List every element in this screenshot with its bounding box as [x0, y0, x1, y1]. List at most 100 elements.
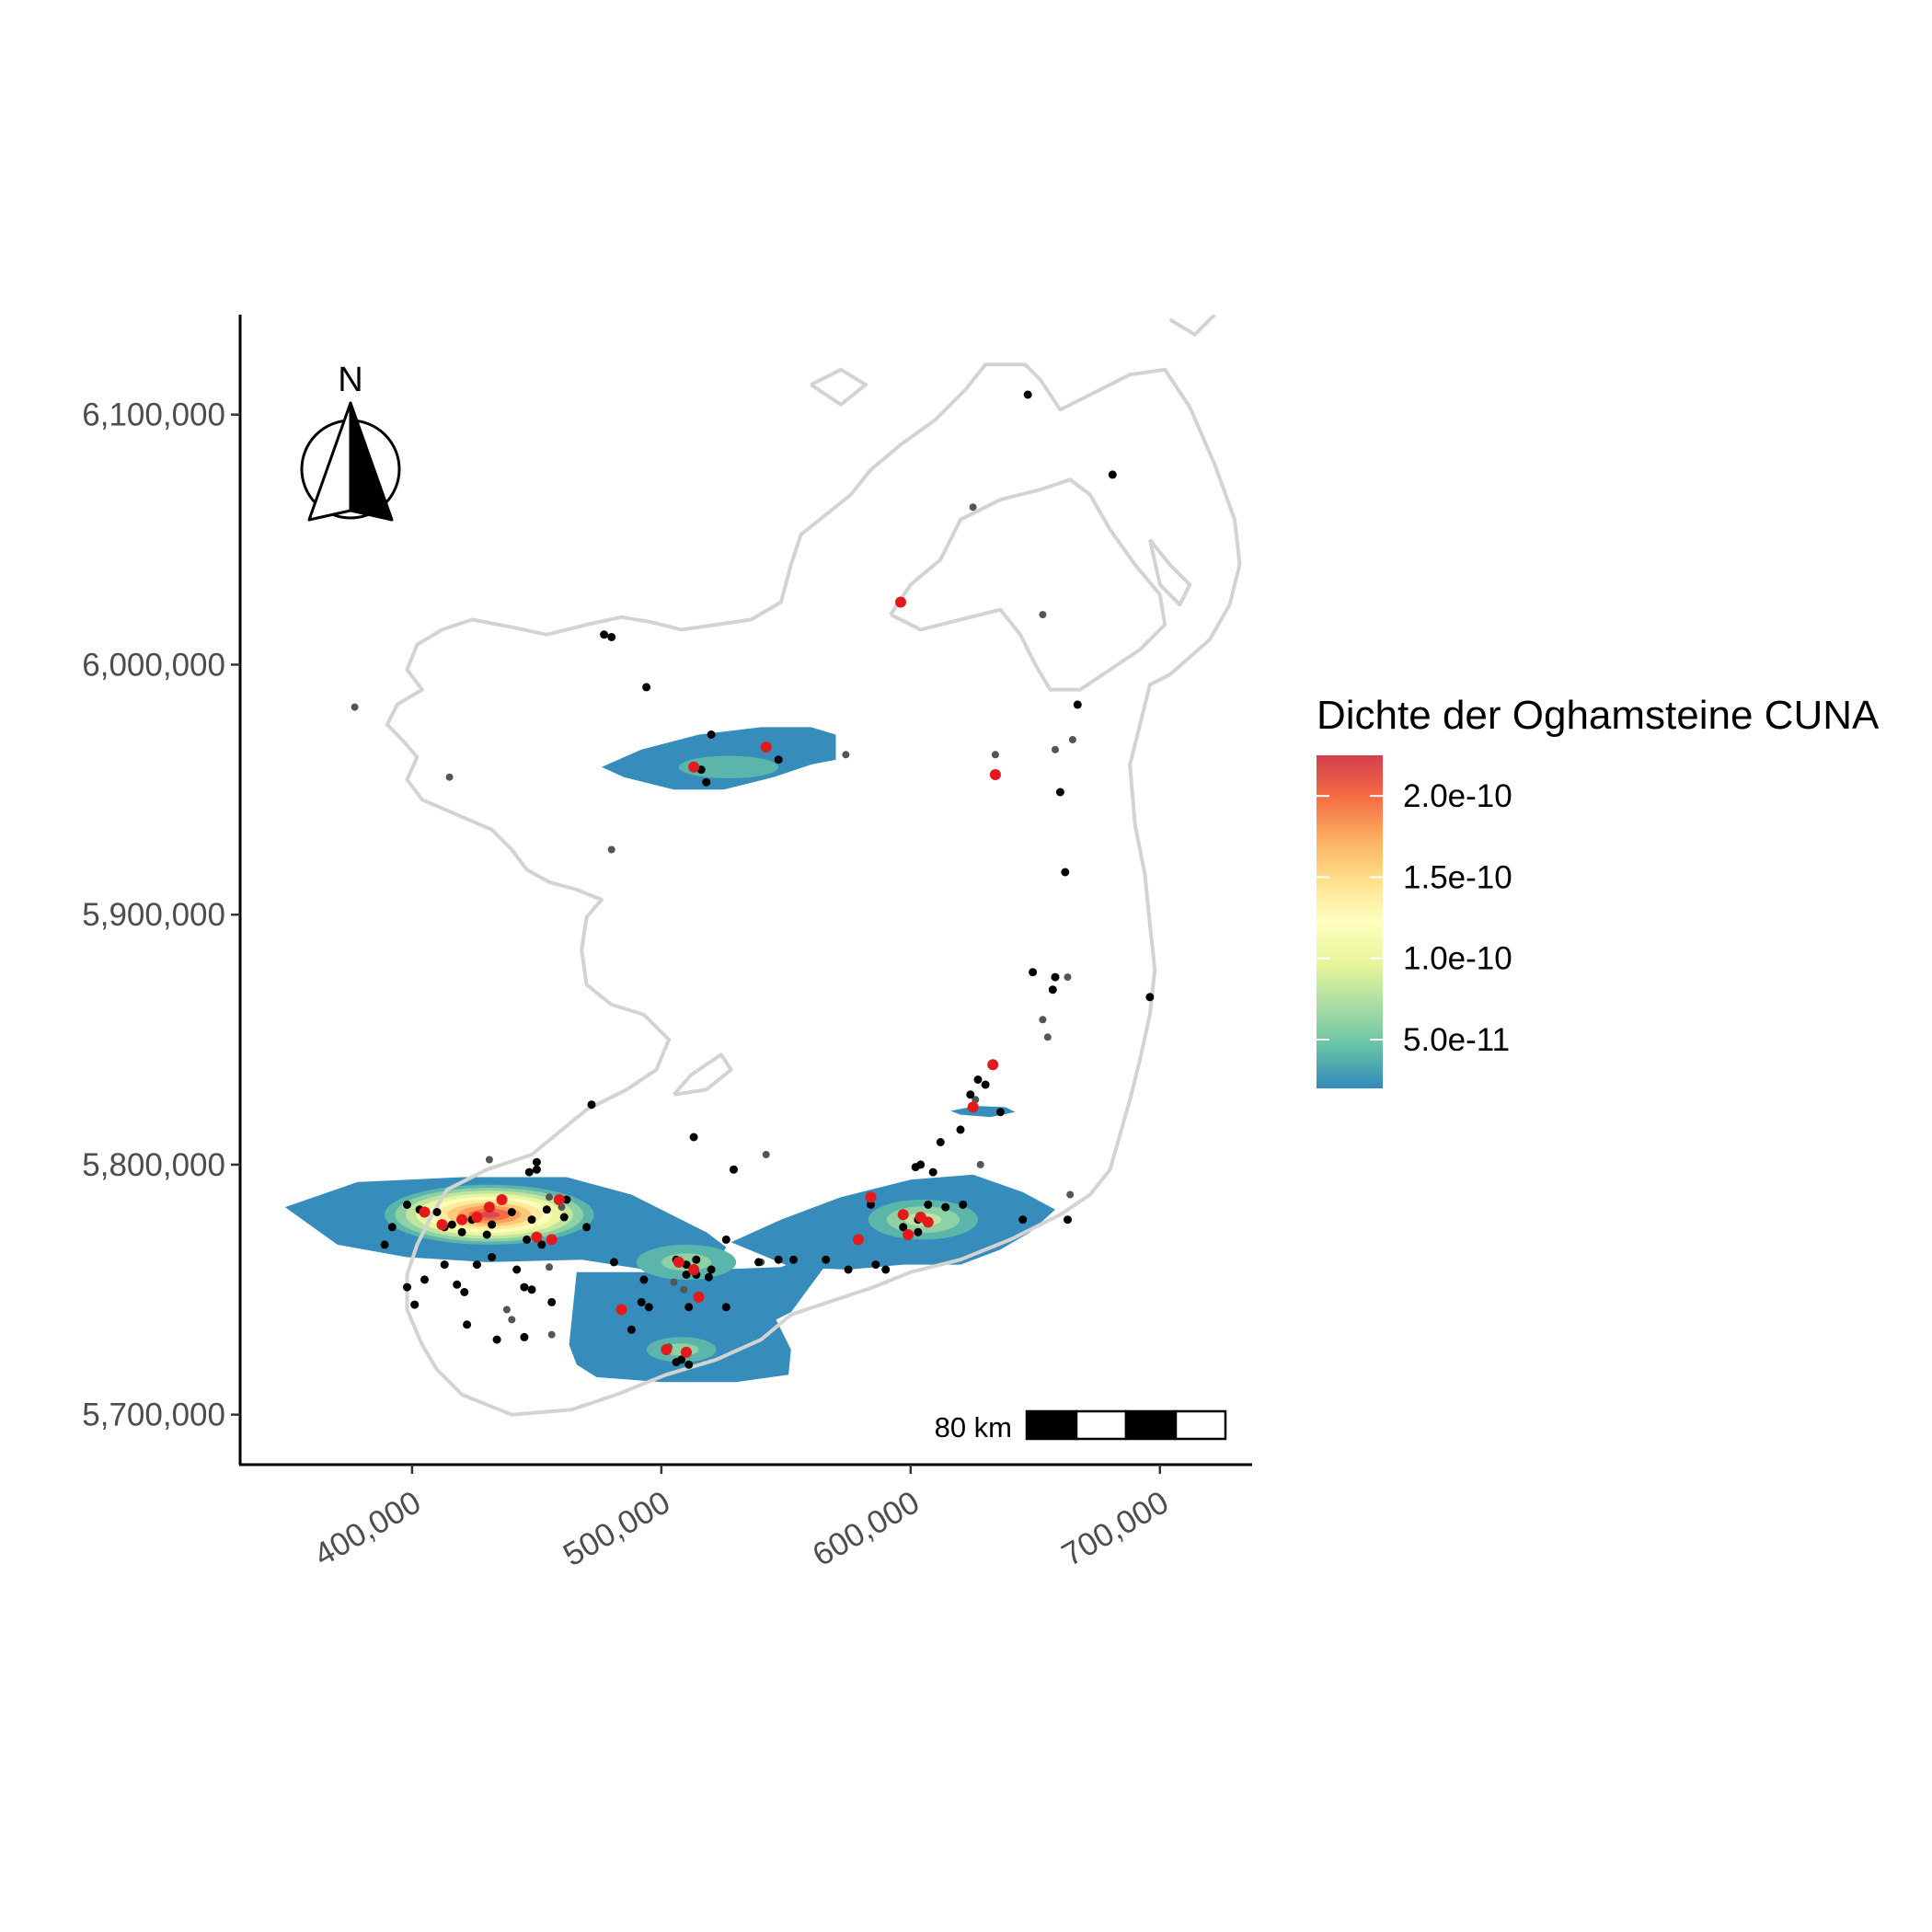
stone-point-black: [684, 1360, 694, 1369]
stone-point-black: [941, 1202, 950, 1212]
stone-point-black: [542, 1205, 551, 1214]
density-zone-south: [569, 1244, 841, 1383]
stone-point-grey: [1068, 736, 1076, 743]
stone-point-black: [966, 1090, 975, 1099]
stone-point-black: [995, 1108, 1005, 1117]
stone-point-black: [644, 1303, 653, 1312]
stone-point-grey: [546, 1193, 553, 1202]
stone-point-black: [1073, 700, 1082, 709]
stone-point-black: [520, 1332, 529, 1341]
stone-point-black: [507, 1208, 516, 1216]
stone-point-black: [928, 1167, 937, 1177]
y-tick-label: 5,900,000: [82, 897, 225, 933]
coastline-layer: [385, 315, 1242, 1417]
stone-point-black: [512, 1265, 522, 1274]
legend-colorbar: [1317, 755, 1383, 1088]
stone-point-black: [981, 1080, 990, 1089]
stone-point-black: [403, 1200, 411, 1209]
stone-point-black: [1064, 1215, 1072, 1225]
stone-point-red: [553, 1194, 565, 1205]
stone-point-black: [524, 1167, 534, 1177]
stone-point-black: [721, 1303, 730, 1312]
stone-point-black: [492, 1335, 501, 1344]
x-tick-label: 600,000: [807, 1484, 926, 1573]
stone-point-red: [661, 1344, 673, 1355]
scale-bar-segment-2: [1075, 1409, 1128, 1441]
stone-point-black: [707, 730, 716, 739]
stone-point-black: [789, 1255, 798, 1264]
stone-point-red: [922, 1216, 934, 1228]
stone-point-black: [537, 1240, 546, 1249]
stone-point-grey: [1043, 1033, 1052, 1041]
stone-point-black: [547, 1297, 557, 1306]
stone-point-red: [673, 1256, 684, 1268]
coastline-outline: [1147, 538, 1192, 607]
stone-point-black: [899, 1223, 908, 1232]
stone-point-black: [916, 1160, 926, 1169]
legend-tick-label: 2.0e-10: [1403, 778, 1512, 814]
coastline-outline: [385, 362, 1242, 1417]
stone-point-black: [730, 1165, 738, 1174]
stone-point-black: [527, 1285, 536, 1294]
y-tick-label: 6,100,000: [82, 397, 225, 433]
stone-point-grey: [1066, 1190, 1075, 1199]
stone-point-black: [520, 1282, 529, 1292]
stone-point-red: [436, 1219, 448, 1231]
stone-point-grey: [670, 1278, 678, 1286]
y-tick-label: 6,000,000: [82, 647, 225, 683]
stone-point-black: [844, 1265, 853, 1274]
stone-point-red: [496, 1194, 508, 1205]
stone-point-grey: [762, 1151, 770, 1158]
stone-point-grey: [558, 1203, 566, 1212]
stone-point-black: [1029, 968, 1038, 977]
stone-point-black: [707, 1265, 716, 1274]
density-zone-east: [950, 1106, 1016, 1118]
ogham-stone-points: [351, 390, 1155, 1369]
stone-point-red: [615, 1304, 627, 1316]
stone-point-black: [689, 1133, 698, 1142]
stone-point-black: [822, 1255, 831, 1264]
stone-point-grey: [546, 1263, 553, 1271]
north-arrow: N: [300, 361, 401, 522]
stone-point-black: [420, 1275, 429, 1284]
stone-point-red: [531, 1231, 543, 1243]
stone-point-black: [721, 1235, 730, 1244]
stone-point-grey: [969, 503, 977, 512]
stone-point-black: [453, 1280, 462, 1289]
stone-point-black: [1051, 972, 1060, 982]
stone-point-black: [871, 1260, 880, 1270]
stone-point-grey: [445, 773, 454, 781]
stone-point-black: [440, 1260, 449, 1270]
stone-point-black: [1023, 390, 1032, 399]
stone-point-grey: [972, 1096, 980, 1104]
stone-point-black: [488, 1253, 497, 1261]
stone-point-red: [456, 1213, 468, 1225]
scale-bar-segment-1: [1025, 1409, 1078, 1441]
map-panel: [284, 315, 1242, 1417]
x-tick-label: 700,000: [1056, 1484, 1175, 1573]
stone-point-black: [582, 1223, 592, 1232]
stone-point-red: [989, 769, 1001, 780]
stone-point-grey: [1064, 973, 1072, 982]
coastline-outline: [810, 367, 868, 407]
stone-point-black: [627, 1325, 636, 1334]
north-arrow-left-half: [307, 401, 352, 522]
stone-point-black: [463, 1320, 472, 1329]
stone-point-black: [959, 1200, 968, 1209]
scale-bar: 80 km: [935, 1409, 1227, 1443]
north-arrow-label: N: [338, 361, 362, 399]
stone-point-black: [600, 630, 609, 639]
legend-title: Dichte der Oghamsteine CUNA: [1317, 693, 1880, 738]
stone-point-black: [639, 1275, 649, 1284]
stone-point-black: [973, 1075, 983, 1084]
stone-point-black: [682, 1271, 691, 1279]
stone-point-black: [672, 1358, 681, 1367]
stone-point-black: [532, 1157, 541, 1167]
scale-bar-label: 80 km: [935, 1411, 1012, 1443]
stone-point-grey: [485, 1156, 493, 1164]
stone-point-grey: [502, 1305, 511, 1314]
stone-point-red: [967, 1101, 979, 1113]
x-tick-label: 400,000: [308, 1484, 427, 1573]
stone-point-grey: [1052, 745, 1059, 753]
stone-point-black: [637, 1297, 646, 1306]
